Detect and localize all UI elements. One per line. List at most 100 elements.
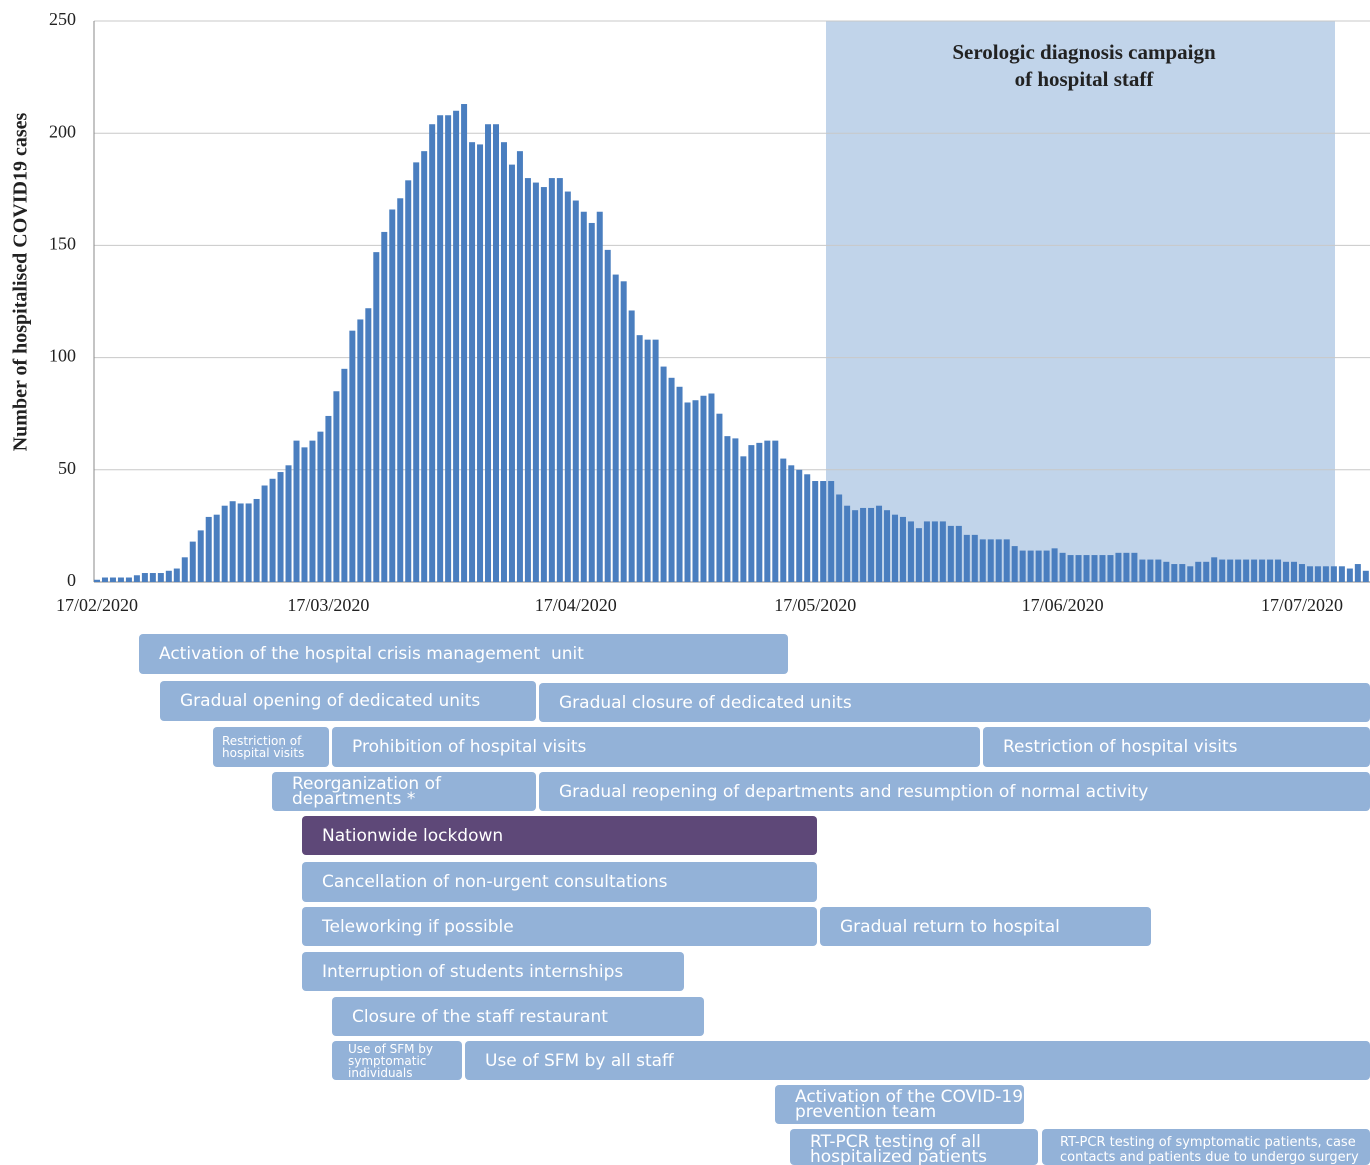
- bar: [939, 521, 946, 582]
- bar: [923, 521, 930, 582]
- bar: [947, 525, 954, 582]
- bar: [269, 478, 276, 582]
- bar: [636, 335, 643, 582]
- bar: [876, 505, 883, 582]
- bar: [157, 573, 164, 582]
- y-axis-label: Number of hospitalised COVID19 cases: [10, 113, 32, 452]
- bar: [389, 209, 396, 582]
- y-tick-label: 200: [49, 121, 76, 141]
- bar: [221, 505, 228, 582]
- timeline-box: Gradual reopening of departments and res…: [539, 772, 1370, 811]
- bar: [915, 528, 922, 582]
- bar: [516, 151, 523, 583]
- bar: [1171, 564, 1178, 582]
- bar: [357, 319, 364, 582]
- bar: [588, 222, 595, 582]
- bar: [437, 115, 444, 583]
- bar: [1322, 566, 1329, 582]
- bar: [660, 366, 667, 582]
- bar: [564, 191, 571, 582]
- bar: [572, 200, 579, 582]
- timeline-box: RT-PCR testing of symptomatic patients, …: [1042, 1129, 1370, 1165]
- bar: [245, 503, 252, 582]
- bar: [1035, 550, 1042, 582]
- bar: [652, 339, 659, 582]
- x-tick-label: 17/04/2020: [535, 595, 617, 615]
- bar: [205, 516, 212, 582]
- bar: [485, 124, 492, 582]
- bar: [349, 330, 356, 582]
- bar: [1354, 564, 1361, 582]
- bar: [373, 252, 380, 582]
- bar: [788, 465, 795, 582]
- bar: [469, 142, 476, 582]
- bar: [429, 124, 436, 582]
- bar: [692, 400, 699, 582]
- bar: [612, 274, 619, 582]
- bar: [117, 577, 124, 582]
- bar: [684, 402, 691, 582]
- bar: [1291, 561, 1297, 582]
- bar: [804, 474, 811, 582]
- bar: [141, 573, 148, 582]
- bar: [1099, 555, 1106, 582]
- bar: [341, 368, 348, 582]
- bar: [1314, 566, 1321, 582]
- bar: [756, 442, 763, 582]
- bar: [971, 534, 978, 582]
- bar: [381, 231, 388, 582]
- bar: [676, 386, 683, 582]
- bar: [101, 577, 108, 582]
- timeline-box: Closure of the staff restaurant: [332, 997, 704, 1036]
- bar: [1075, 555, 1082, 582]
- bar: [189, 541, 196, 582]
- bar: [301, 447, 308, 582]
- x-tick-label: 17/03/2020: [287, 595, 369, 615]
- bar: [500, 142, 507, 582]
- bar: [165, 570, 172, 582]
- bar: [732, 438, 739, 582]
- bar: [987, 539, 994, 582]
- bar: [740, 456, 747, 582]
- bar: [748, 445, 755, 582]
- bar: [149, 573, 156, 582]
- campaign-shade: [826, 21, 1335, 582]
- timeline-box: Gradual opening of dedicated units: [160, 681, 536, 721]
- timeline-box: Activation of the COVID-19 prevention te…: [775, 1085, 1024, 1124]
- bar: [628, 310, 635, 582]
- bar: [548, 178, 555, 582]
- bar: [796, 469, 803, 582]
- bar: [596, 211, 603, 583]
- bar: [644, 339, 651, 582]
- timeline-box: Teleworking if possible: [302, 907, 817, 946]
- bar: [860, 507, 867, 582]
- bar: [253, 498, 260, 582]
- bar: [1298, 564, 1305, 582]
- bar: [1306, 566, 1313, 582]
- bar: [173, 568, 180, 582]
- x-tick-label: 17/06/2020: [1022, 595, 1104, 615]
- bar: [1259, 559, 1266, 582]
- timeline-box: Use of SFM by all staff: [465, 1041, 1370, 1080]
- bar: [580, 211, 587, 583]
- bar: [453, 110, 460, 582]
- bar: [540, 187, 547, 582]
- chart: Serologic diagnosis campaign of hospital…: [10, 9, 1370, 615]
- bar: [708, 393, 715, 582]
- bar: [237, 503, 244, 582]
- bar: [461, 104, 468, 582]
- bar: [604, 249, 611, 582]
- annotation: Serologic diagnosis campaign: [952, 40, 1216, 64]
- bar: [836, 494, 843, 582]
- bar: [309, 440, 316, 582]
- bar: [764, 440, 771, 582]
- bar: [1131, 552, 1138, 582]
- bar: [700, 395, 707, 582]
- timeline-box: Nationwide lockdown: [302, 816, 817, 855]
- bar: [995, 539, 1002, 582]
- timeline-box: Gradual return to hospital: [820, 907, 1151, 946]
- timeline-box: Prohibition of hospital visits: [332, 727, 980, 767]
- x-tick-label: 17/05/2020: [774, 595, 856, 615]
- bar: [477, 144, 484, 583]
- bar: [109, 577, 116, 582]
